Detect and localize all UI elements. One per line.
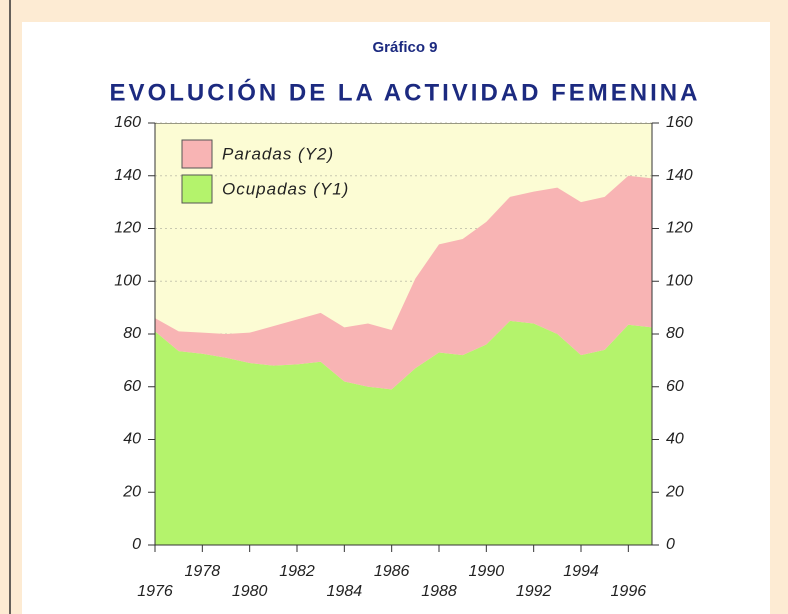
y-tick-label: 140 — [114, 167, 141, 184]
legend-label: Ocupadas (Y1) — [222, 179, 349, 198]
y2-tick-label: 160 — [666, 114, 693, 131]
x-tick-label: 1994 — [563, 563, 599, 580]
x-tick-label: 1988 — [421, 583, 457, 600]
area — [155, 320, 652, 545]
y2-tick-label: 140 — [666, 167, 693, 184]
y-tick-label: 80 — [123, 325, 141, 342]
x-tick-label: 1990 — [469, 563, 505, 580]
plot-frame-top — [155, 123, 652, 124]
y2-tick-label: 0 — [666, 536, 675, 553]
legend-swatch — [181, 139, 213, 169]
x-tick-label: 1982 — [279, 563, 315, 580]
legend-label: Paradas (Y2) — [222, 144, 334, 163]
y-tick-label: 0 — [132, 536, 141, 553]
legend-swatch — [181, 174, 213, 204]
y2-tick-label: 20 — [665, 483, 684, 500]
chart-subtitle: Gráfico 9 — [372, 39, 437, 56]
x-tick-label: 1992 — [516, 583, 552, 600]
y-tick-label: 40 — [123, 431, 141, 448]
y-tick-label: 20 — [122, 483, 141, 500]
x-tick-label: 1976 — [137, 583, 173, 600]
y2-tick-label: 40 — [666, 431, 684, 448]
x-tick-label: 1980 — [232, 583, 268, 600]
chart-title: EVOLUCIÓN DE LA ACTIVIDAD FEMENINA — [110, 78, 701, 106]
x-tick-label: 1984 — [327, 583, 363, 600]
y2-tick-label: 120 — [666, 220, 693, 237]
y-tick-label: 120 — [114, 220, 141, 237]
y2-tick-label: 80 — [666, 325, 684, 342]
x-tick-label: 1996 — [611, 583, 647, 600]
y-tick-label: 160 — [114, 114, 141, 131]
x-tick-label: 1986 — [374, 563, 410, 580]
y-tick-label: 60 — [123, 378, 141, 395]
y2-tick-label: 60 — [666, 378, 684, 395]
y2-tick-label: 100 — [666, 272, 693, 289]
y-tick-label: 100 — [114, 272, 141, 289]
area — [155, 175, 652, 390]
x-tick-label: 1978 — [185, 563, 221, 580]
